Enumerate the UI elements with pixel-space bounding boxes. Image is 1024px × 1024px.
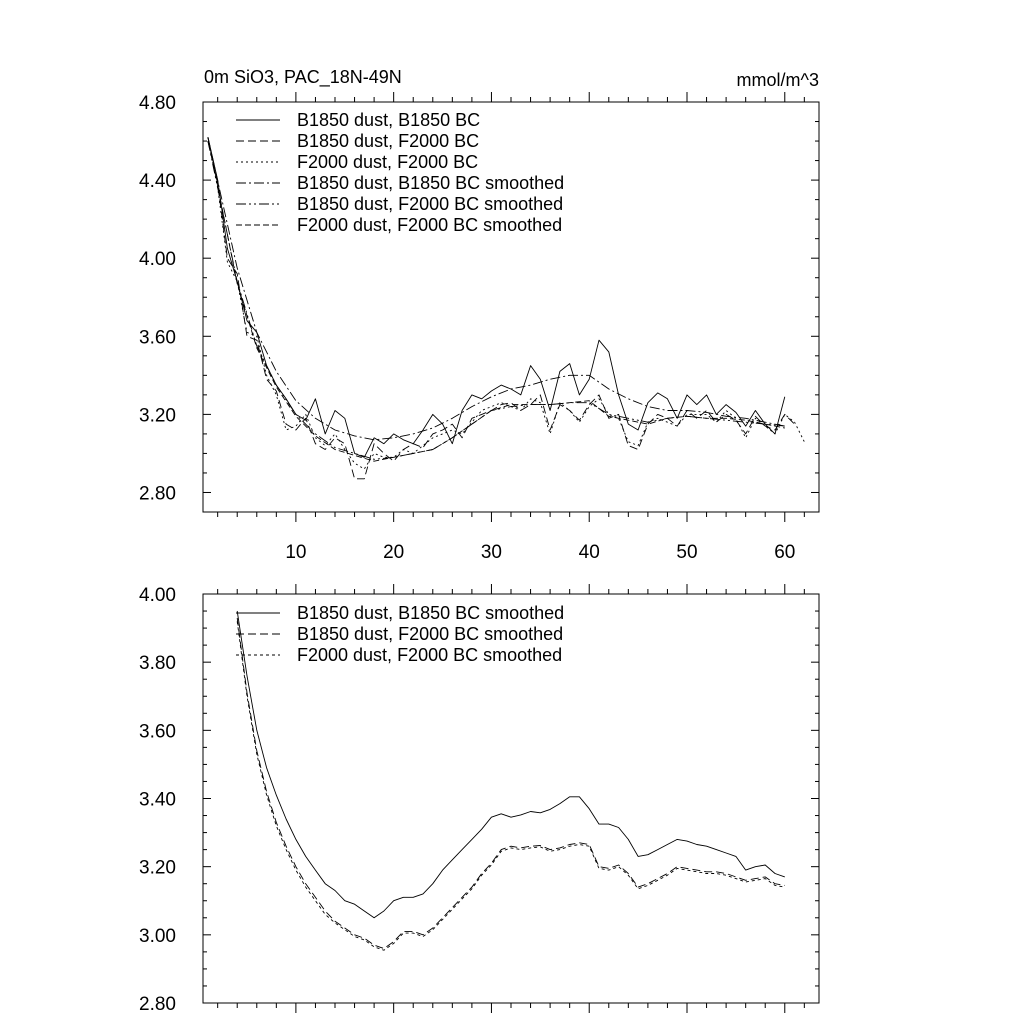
legend-label: F2000 dust, F2000 BC smoothed bbox=[297, 645, 562, 665]
y-tick-label: 2.80 bbox=[139, 994, 176, 1015]
y-tick-label: 3.00 bbox=[139, 926, 176, 947]
series-line-4 bbox=[207, 137, 785, 441]
y-tick-label: 3.20 bbox=[139, 858, 176, 879]
x-tick-label: 30 bbox=[481, 542, 502, 563]
legend-label: B1850 dust, F2000 BC bbox=[297, 131, 479, 151]
x-tick-label: 20 bbox=[383, 542, 404, 563]
y-tick-label: 4.00 bbox=[139, 249, 176, 270]
legend-label: B1850 dust, B1850 BC smoothed bbox=[297, 173, 564, 193]
y-tick-label: 2.80 bbox=[139, 483, 176, 504]
plot-frame bbox=[202, 101, 820, 513]
legend-label: B1850 dust, F2000 BC smoothed bbox=[297, 624, 563, 644]
legend-label: F2000 dust, F2000 BC smoothed bbox=[297, 215, 562, 235]
legend-label: B1850 dust, F2000 BC smoothed bbox=[297, 194, 563, 214]
legend-label: B1850 dust, B1850 BC bbox=[297, 110, 480, 130]
x-tick-label: 60 bbox=[774, 542, 795, 563]
y-tick-label: 4.00 bbox=[139, 585, 176, 606]
y-tick-label: 3.60 bbox=[139, 327, 176, 348]
legend-label: F2000 dust, F2000 BC bbox=[297, 152, 478, 172]
y-tick-label: 3.80 bbox=[139, 653, 176, 674]
x-tick-label: 10 bbox=[285, 542, 306, 563]
y-tick-label: 3.60 bbox=[139, 721, 176, 742]
series-line-3 bbox=[236, 621, 785, 951]
y-tick-label: 4.40 bbox=[139, 171, 176, 192]
series-line-1 bbox=[236, 610, 785, 919]
series-line-6 bbox=[207, 137, 785, 462]
series-line-3 bbox=[207, 137, 805, 470]
bottom-panel: 2.80 3.00 3.20 3.40 3.60 3.80 4.00 B1850 dust, … bbox=[139, 584, 820, 1015]
legend-label: B1850 dust, B1850 BC smoothed bbox=[297, 603, 564, 623]
top-panel: 0m SiO3, PAC_18N-49N mmol/m^3 2.80 3.20 3.… bbox=[139, 67, 820, 563]
x-tick-label: 50 bbox=[676, 542, 697, 563]
series-line-2 bbox=[207, 140, 795, 480]
series-line-2 bbox=[236, 617, 785, 949]
chart-title: 0m SiO3, PAC_18N-49N bbox=[204, 67, 402, 88]
y-tick-label: 3.40 bbox=[139, 790, 176, 811]
y-tick-label: 3.20 bbox=[139, 405, 176, 426]
y-tick-label: 4.80 bbox=[139, 93, 176, 114]
units-label: mmol/m^3 bbox=[737, 70, 819, 90]
series-line-1 bbox=[207, 137, 786, 458]
x-tick-label: 40 bbox=[579, 542, 600, 563]
